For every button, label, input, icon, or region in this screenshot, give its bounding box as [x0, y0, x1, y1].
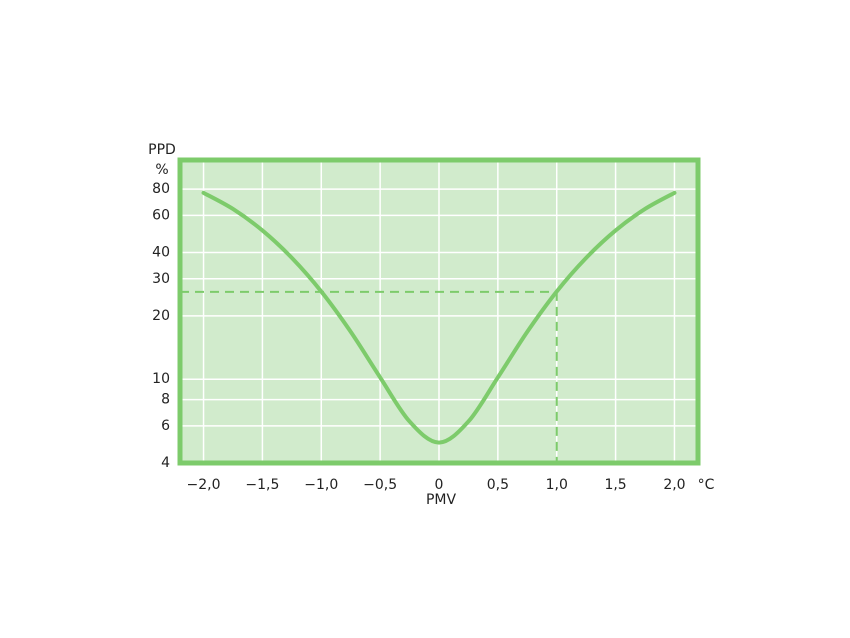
y-tick-label: 60: [152, 207, 170, 223]
y-tick-label: 4: [161, 455, 170, 471]
y-tick-label: 10: [152, 371, 170, 387]
y-tick-label: 40: [152, 244, 170, 260]
y-tick-label: 80: [152, 181, 170, 197]
data-line: [201, 190, 677, 445]
y-axis-label: PPD: [148, 142, 176, 158]
x-tick-label: 0: [435, 477, 444, 493]
plot-frame: [177, 157, 701, 466]
x-tick-label: −0,5: [363, 477, 397, 493]
y-axis-unit: %: [155, 162, 168, 178]
y-tick-label: 8: [161, 392, 170, 408]
x-tick-label: 0,5: [487, 477, 509, 493]
x-tick-label: −1,0: [304, 477, 338, 493]
x-axis-label: PMV: [426, 492, 457, 508]
x-tick-label: −1,5: [245, 477, 279, 493]
y-tick-label: 30: [152, 271, 170, 287]
x-axis-unit: °C: [698, 477, 715, 493]
y-tick-label: 6: [161, 418, 170, 434]
x-tick-label: 1,0: [546, 477, 568, 493]
x-tick-label: 2,0: [663, 477, 685, 493]
y-tick-label: 20: [152, 308, 170, 324]
x-tick-label: 1,5: [604, 477, 626, 493]
x-tick-label: −2,0: [187, 477, 221, 493]
